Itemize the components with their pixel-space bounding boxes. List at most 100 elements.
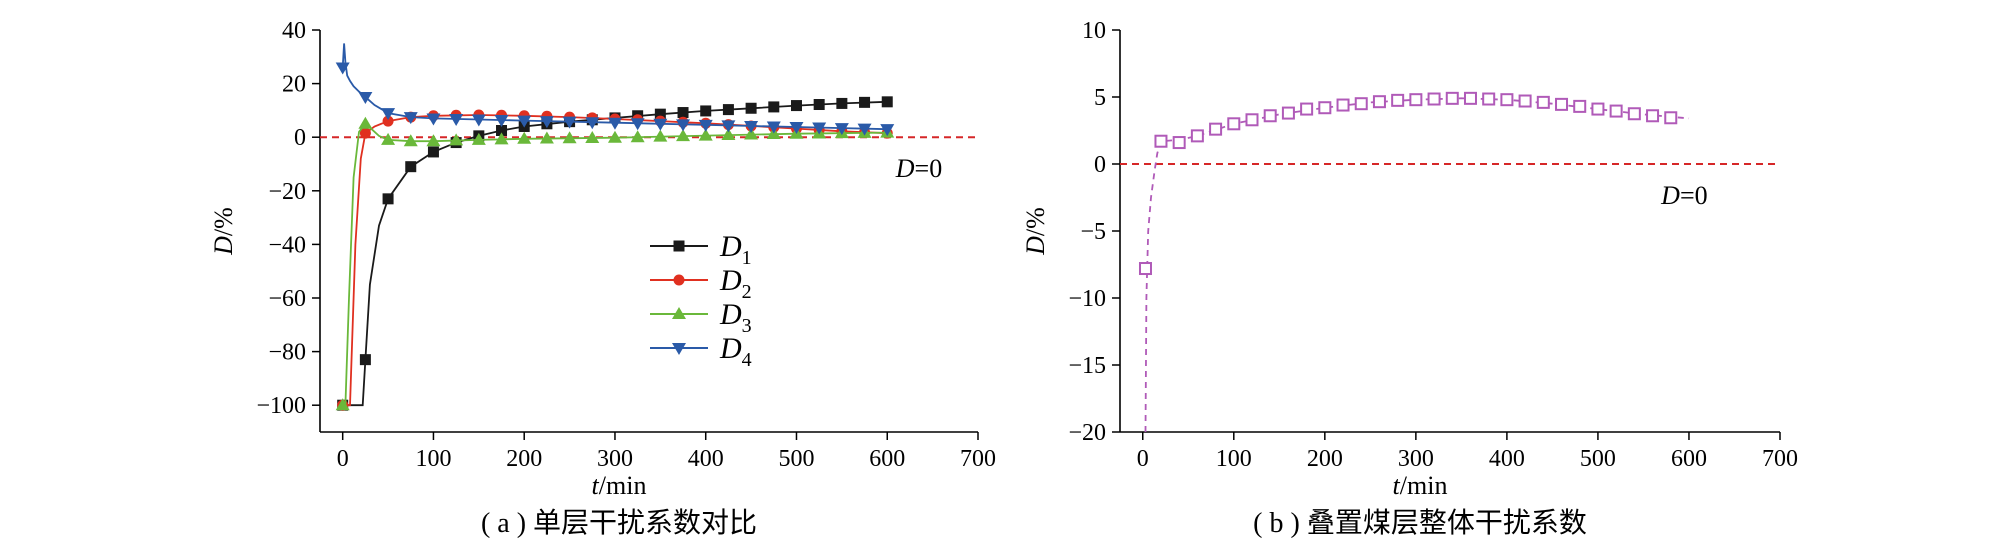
legend-name: D: [719, 230, 742, 263]
x-tick-label: 500: [778, 446, 814, 472]
data-point: [677, 107, 689, 119]
y-tick-label: −40: [268, 232, 306, 258]
data-point: [653, 129, 668, 142]
y-tick-label: 5: [1094, 85, 1106, 111]
data-point: [403, 134, 418, 147]
data-point: [405, 161, 417, 173]
data-point: [562, 116, 577, 129]
chart-caption: ( b ) 叠置煤层整体干扰系数: [1253, 507, 1587, 539]
legend-sub: 3: [742, 315, 752, 337]
data-point: [1372, 95, 1386, 109]
data-point: [471, 114, 486, 127]
data-point: [1209, 122, 1223, 136]
data-point: [382, 193, 394, 205]
series-line: [342, 122, 888, 407]
legend-name: D: [719, 264, 742, 297]
y-tick-label: 10: [1082, 18, 1106, 44]
data-point: [698, 128, 713, 141]
series-1: [1138, 91, 1690, 433]
y-tick-label: −5: [1080, 219, 1106, 245]
legend-marker: [672, 307, 686, 319]
data-point: [496, 125, 508, 136]
data-point: [1445, 91, 1459, 105]
legend-sub: 4: [742, 349, 752, 371]
data-point: [381, 108, 396, 121]
data-point: [494, 132, 509, 145]
x-tick-label: 500: [1580, 446, 1616, 472]
y-tick-label: −15: [1068, 353, 1106, 379]
data-point: [1482, 92, 1496, 106]
data-point: [494, 115, 509, 128]
data-point: [471, 132, 486, 145]
data-point: [1500, 93, 1514, 107]
reference-label-rest: =0: [1680, 181, 1708, 210]
data-point: [744, 127, 759, 140]
data-point: [630, 118, 645, 131]
legend-sub: 2: [742, 281, 752, 303]
x-axis-label-unit: /min: [599, 471, 647, 500]
legend-name: D: [719, 298, 742, 331]
data-point: [585, 131, 600, 144]
data-point: [427, 146, 439, 158]
data-point: [1318, 101, 1332, 115]
legend-label: D4: [719, 332, 752, 371]
data-point: [700, 105, 712, 117]
data-point: [517, 131, 532, 144]
legend-label: D3: [719, 298, 752, 337]
legend-marker: [673, 240, 685, 252]
data-point: [1609, 104, 1623, 118]
x-tick-label: 300: [597, 446, 633, 472]
data-point: [676, 119, 691, 132]
x-tick-label: 0: [337, 446, 349, 472]
data-point: [722, 104, 734, 116]
data-point: [358, 116, 373, 129]
x-axis-label: t/min: [592, 471, 647, 500]
x-tick-label: 100: [1216, 446, 1252, 472]
data-point: [1154, 134, 1168, 148]
x-tick-label: 0: [1137, 446, 1149, 472]
data-point: [449, 113, 464, 126]
data-point: [1138, 262, 1152, 276]
reference-label-var: D: [895, 154, 915, 183]
x-tick-label: 100: [415, 446, 451, 472]
y-axis-label-var: D: [1021, 236, 1050, 256]
data-point: [1463, 91, 1477, 105]
x-tick-label: 600: [869, 446, 905, 472]
data-point: [585, 117, 600, 130]
series-line: [1144, 97, 1690, 433]
data-point: [335, 398, 350, 411]
data-point: [358, 92, 373, 104]
data-point: [1646, 109, 1660, 123]
data-point: [562, 131, 577, 144]
data-point: [857, 123, 872, 136]
reference-label: D=0: [895, 154, 942, 183]
data-point: [539, 116, 554, 129]
y-tick-label: 40: [282, 18, 306, 44]
chart-a: 0 100 200 300 400 500 600 70040200−20−40−60−80−…: [209, 18, 996, 539]
data-point: [607, 117, 622, 130]
data-point: [1591, 102, 1605, 116]
data-point: [1518, 94, 1532, 108]
y-tick-label: −60: [268, 286, 306, 312]
data-point: [1336, 98, 1350, 112]
data-point: [744, 120, 759, 133]
y-axis-label-var: D: [209, 236, 238, 256]
y-tick-label: −100: [256, 393, 306, 419]
y-tick-label: −20: [1068, 420, 1106, 446]
y-tick-label: 0: [1094, 152, 1106, 178]
data-point: [1300, 102, 1314, 116]
x-tick-label: 700: [1762, 446, 1798, 472]
legend-sub: 1: [742, 247, 752, 269]
data-point: [335, 62, 350, 75]
data-point: [1427, 92, 1441, 106]
reference-label: D=0: [1660, 181, 1707, 210]
data-point: [1354, 97, 1368, 111]
series-4: [335, 43, 895, 137]
y-axis-label-unit: /%: [1021, 207, 1050, 236]
data-point: [834, 123, 849, 136]
legend-label: D1: [719, 230, 752, 269]
series-1: [337, 96, 893, 411]
data-point: [426, 113, 441, 126]
legend-name: D: [719, 332, 742, 365]
legend-marker: [673, 274, 685, 286]
